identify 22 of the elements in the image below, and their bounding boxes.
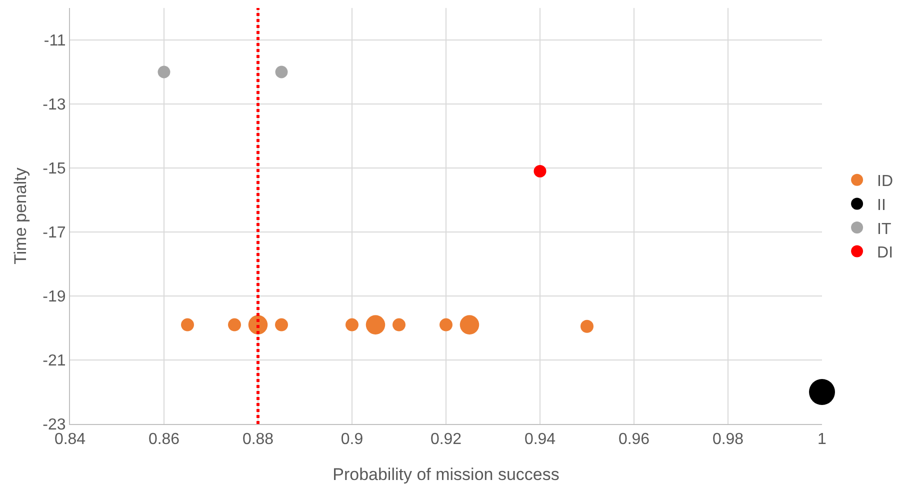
x-tick-label: 1 bbox=[818, 431, 827, 448]
x-tick-label: 0.98 bbox=[712, 431, 744, 448]
y-tick-label: -23 bbox=[42, 416, 66, 434]
y-tick-label: -19 bbox=[42, 288, 66, 306]
x-tick-label: 0.92 bbox=[430, 431, 462, 448]
x-tick-label: 0.88 bbox=[242, 431, 274, 448]
x-tick-label: 0.94 bbox=[524, 431, 556, 448]
y-tick-label: -17 bbox=[42, 224, 66, 242]
x-tick-label: 0.96 bbox=[618, 431, 650, 448]
y-tick-label: -13 bbox=[42, 96, 66, 114]
y-axis-title: Time penalty bbox=[11, 167, 30, 264]
y-tick-label: -11 bbox=[44, 32, 66, 50]
x-tick-label: 0.86 bbox=[148, 431, 180, 448]
x-tick-label: 0.9 bbox=[340, 431, 364, 448]
y-tick-label: -21 bbox=[42, 352, 66, 370]
y-tick-label: -15 bbox=[42, 160, 66, 178]
x-axis-title: Probability of mission success bbox=[332, 465, 560, 484]
legend-label: DI bbox=[877, 244, 894, 262]
x-tick-label: 0.84 bbox=[54, 431, 86, 448]
legend-label: II bbox=[877, 196, 886, 214]
legend-label: IT bbox=[877, 220, 892, 238]
legend-label: ID bbox=[877, 173, 894, 190]
